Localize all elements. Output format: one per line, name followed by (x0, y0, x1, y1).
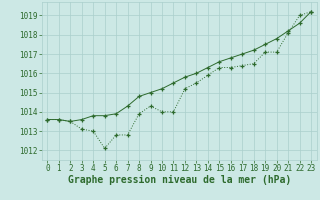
X-axis label: Graphe pression niveau de la mer (hPa): Graphe pression niveau de la mer (hPa) (68, 175, 291, 185)
